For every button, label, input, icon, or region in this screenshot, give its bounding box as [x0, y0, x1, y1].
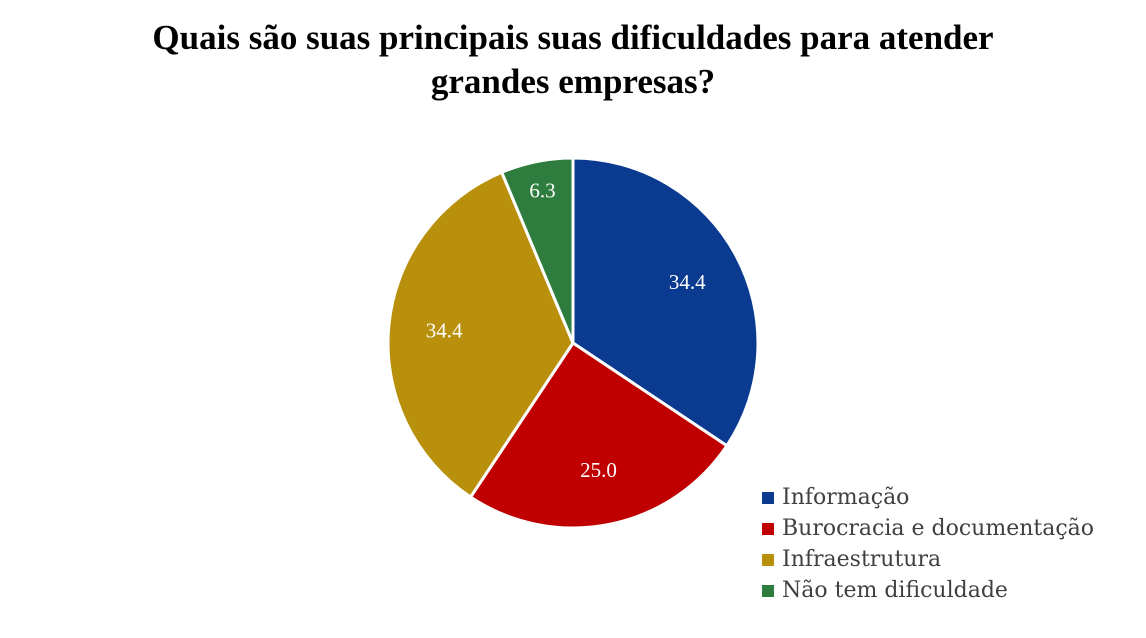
- legend-item-4: Não tem dificuldade: [762, 575, 1094, 606]
- pie-slices: [386, 156, 760, 530]
- legend-item-3: Infraestrutura: [762, 544, 1094, 575]
- legend-swatch: [762, 522, 774, 535]
- legend-label: Burocracia e documentação: [782, 516, 1095, 541]
- legend-label: Infraestrutura: [782, 547, 942, 572]
- legend-item-1: Informação: [762, 482, 1094, 513]
- legend-item-2: Burocracia e documentação: [762, 513, 1094, 544]
- legend-label: Não tem dificuldade: [782, 578, 1008, 603]
- pie-data-label-3: 34.4: [426, 319, 463, 343]
- pie-data-label-1: 34.4: [669, 270, 706, 294]
- legend-swatch: [762, 553, 774, 566]
- chart-title-line-2: grandes empresas?: [430, 62, 716, 101]
- legend-swatch: [762, 491, 774, 504]
- pie-data-label-2: 25.0: [580, 458, 617, 482]
- pie-data-label-4: 6.3: [529, 179, 555, 203]
- pie-slice-4: [500, 156, 575, 345]
- legend-swatch: [762, 584, 774, 597]
- pie-slice-3: [386, 170, 575, 499]
- legend: Informação Burocracia e documentação Infra…: [762, 482, 1094, 606]
- legend-label: Informação: [782, 485, 910, 510]
- pie-slice-2: [469, 341, 729, 530]
- pie-data-labels: 34.4 25.0 34.4 6.3: [426, 179, 706, 482]
- chart-title-line-1: Quais são suas principais suas dificulda…: [152, 18, 994, 57]
- chart-title: Quais são suas principais suas dificulda…: [0, 16, 1146, 104]
